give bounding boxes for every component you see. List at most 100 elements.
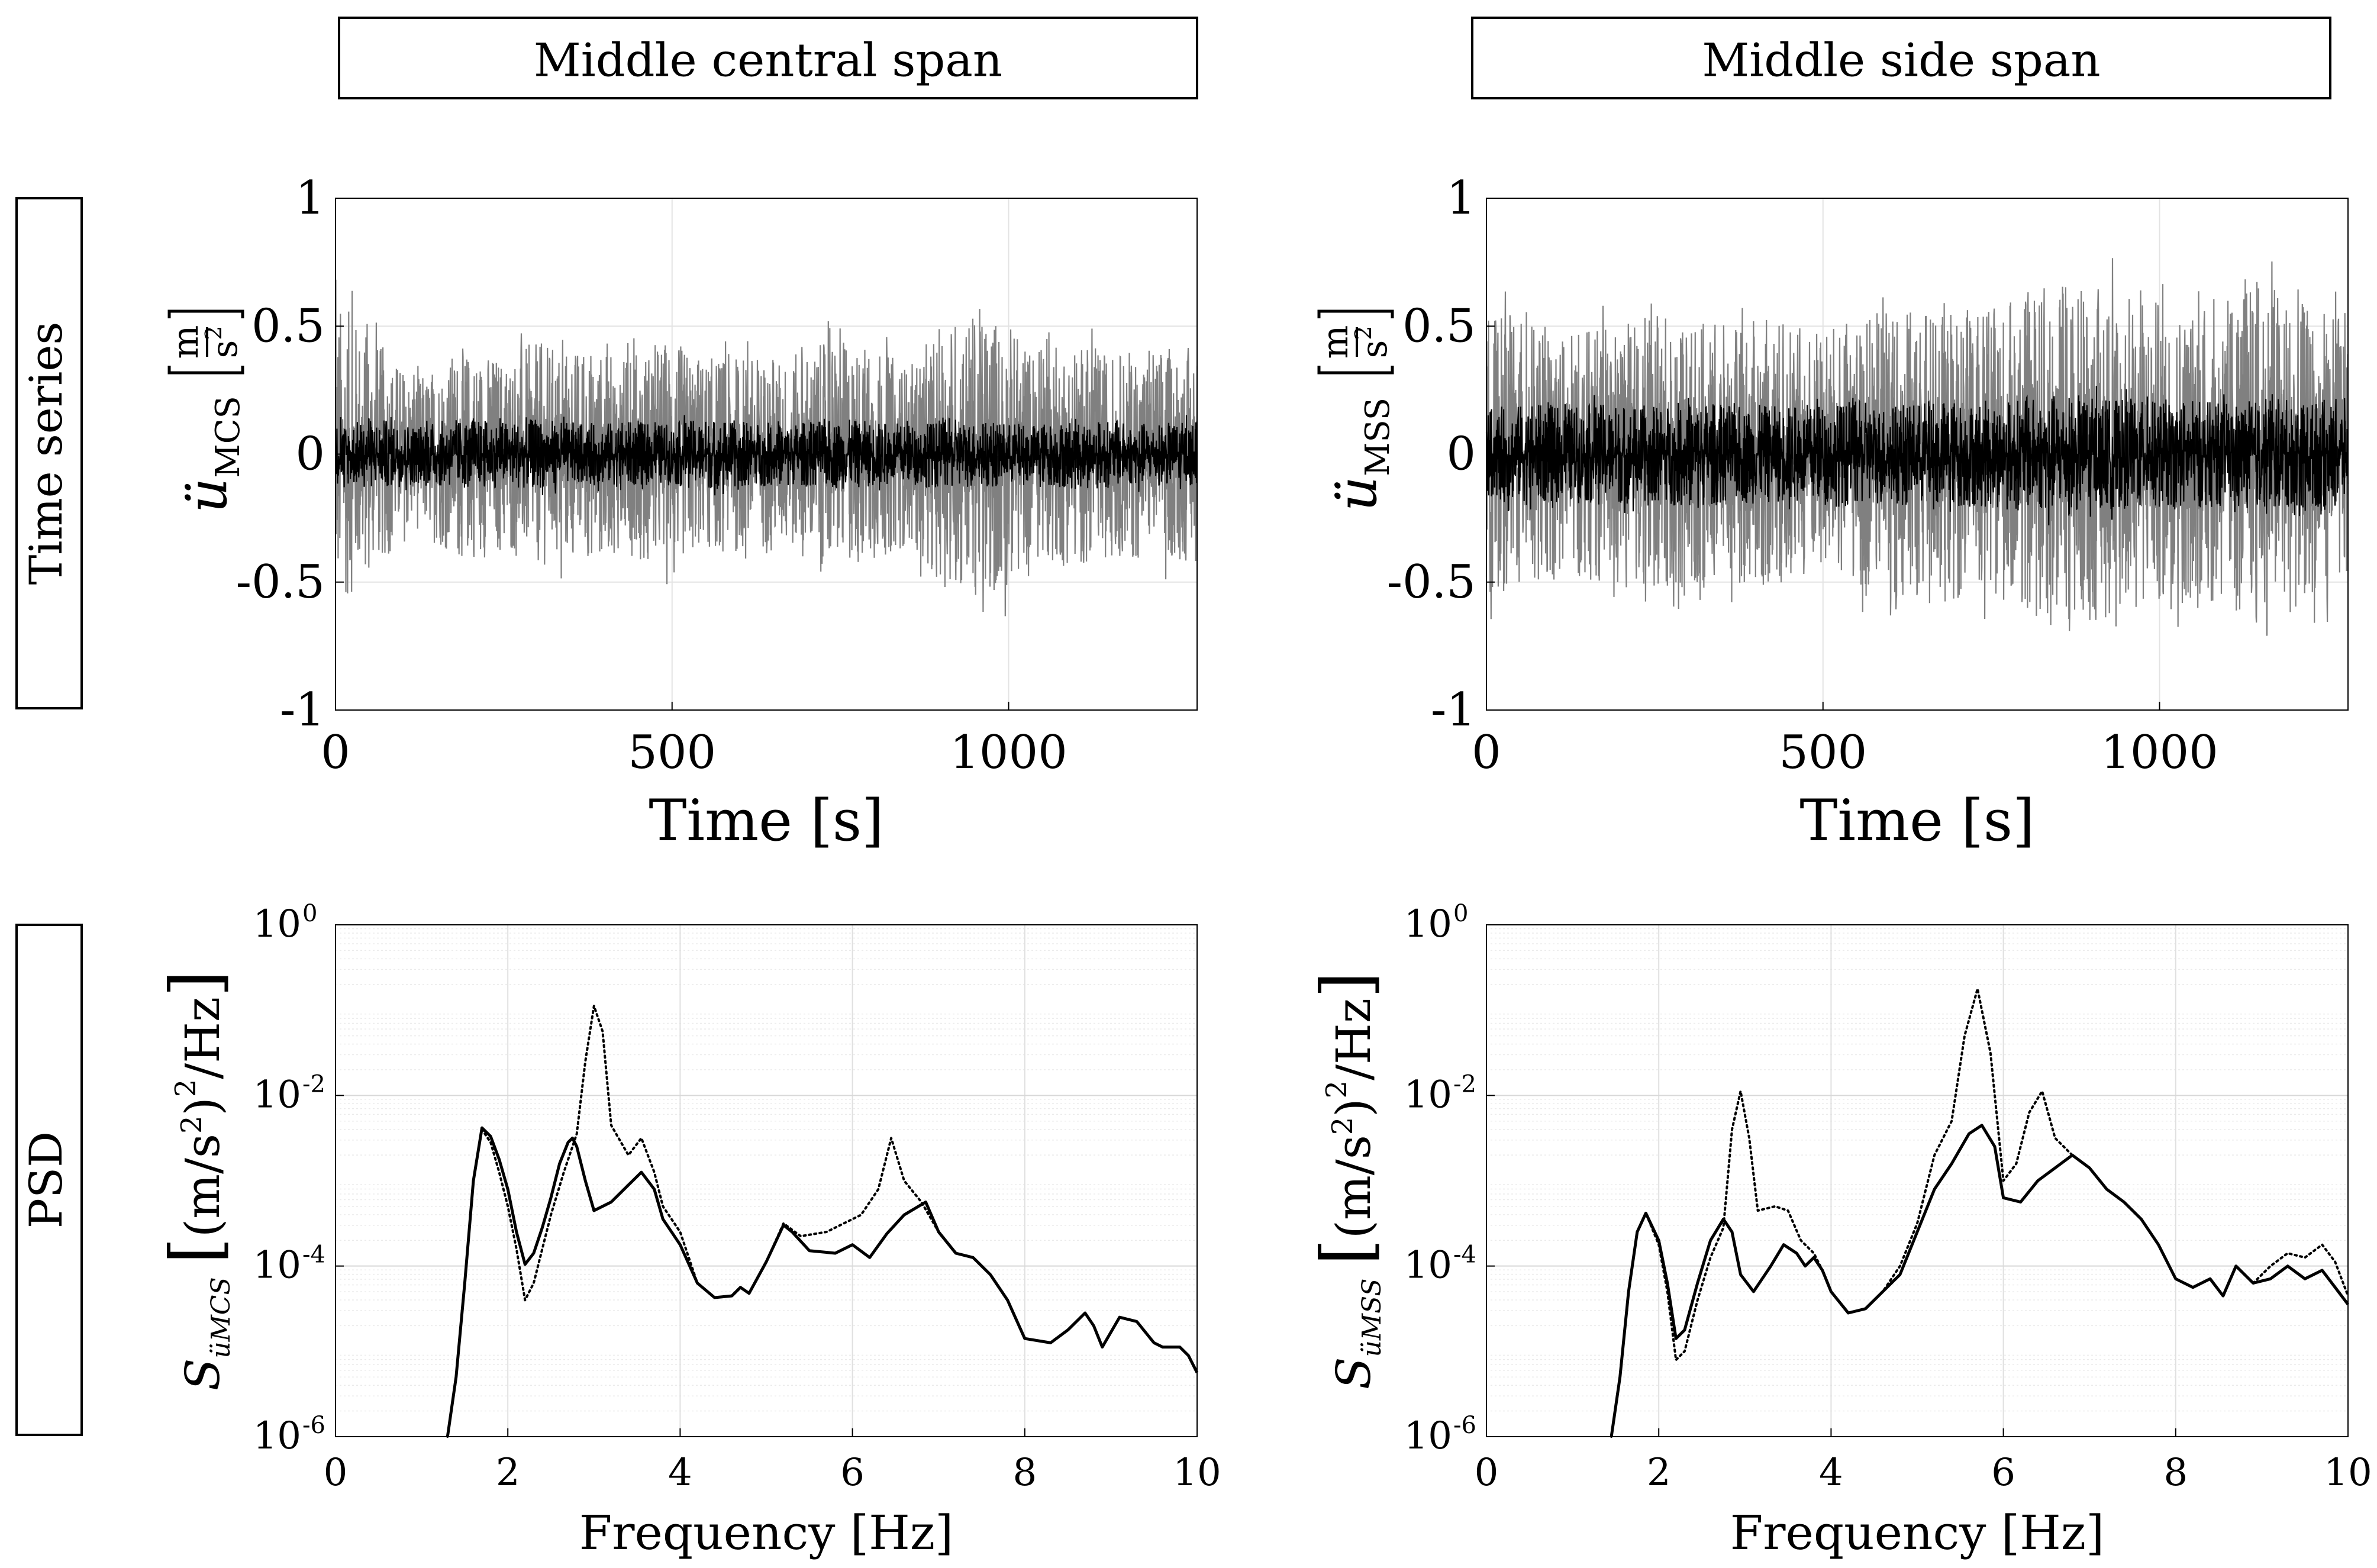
y-axis-unit-c: ) (1326, 1098, 1381, 1117)
y-tick-label: 10 (253, 1414, 301, 1458)
y-axis-label: üMSS m s2 (1315, 309, 1397, 511)
x-tick-label: 1000 (2101, 726, 2218, 779)
y-tick-label: -1 (1431, 683, 1476, 737)
series-gray (1485, 258, 2349, 636)
column-header-side: Middle side span (1471, 17, 2331, 99)
series-black (334, 415, 1198, 496)
x-tick-label: 500 (1779, 726, 1867, 779)
chart-time-series-mss: 0 500 1000 -1 -0.5 0 0.5 1 Time [s] üMSS m s2 (1315, 172, 2349, 854)
x-tick-label: 2 (496, 1451, 520, 1495)
x-tick-label: 0 (1475, 1451, 1499, 1495)
y-axis-unit-den-exp: 2 (201, 326, 227, 340)
y-tick-exponent: -4 (302, 1241, 325, 1269)
y-axis-unit-e: /Hz (175, 997, 230, 1079)
y-axis-label-sub: üMCS (206, 1277, 236, 1358)
y-tick-label: 10 (253, 902, 301, 946)
y-tick-label: 0 (1446, 428, 1476, 481)
chart-time-series-mcs: 0 500 1000 -1 -0.5 0 0.5 1 Time [s] üMCS m s2 (165, 172, 1198, 854)
tick-labels: 0 500 1000 -1 -0.5 0 0.5 1 (1387, 172, 2218, 779)
series-group (1485, 258, 2349, 636)
y-tick-label: -0.5 (236, 556, 325, 609)
x-axis-label: Frequency [Hz] (579, 1505, 953, 1560)
y-axis-unit-c: ) (175, 1097, 230, 1115)
y-axis-unit-a: (m/s (175, 1134, 230, 1237)
y-axis-label: SüMCS[(m/s2)2/Hz] (156, 970, 236, 1391)
y-axis-unit-d: 2 (1320, 1080, 1353, 1099)
svg-text:SüMCS[(m/s2)2/Hz]: SüMCS[(m/s2)2/Hz] (156, 970, 236, 1391)
x-tick-label: 6 (1991, 1451, 2015, 1495)
y-tick-label: 0.5 (1402, 299, 1476, 353)
y-axis-label-sub: üMSS (1357, 1279, 1387, 1357)
y-axis-label: SüMSS[(m/s2)2/Hz] (1307, 972, 1387, 1390)
y-axis-unit-den: s (1354, 340, 1395, 359)
series-group (446, 1005, 1199, 1438)
x-axis-label: Frequency [Hz] (1730, 1505, 2104, 1560)
y-tick-label: 10 (1404, 902, 1452, 946)
x-tick-label: 1000 (950, 726, 1067, 779)
y-axis-label: üMCS m s2 (165, 309, 247, 513)
svg-text:SüMSS[(m/s2)2/Hz]: SüMSS[(m/s2)2/Hz] (1307, 972, 1387, 1390)
x-tick-label: 4 (1819, 1451, 1843, 1495)
y-tick-label: 10 (1404, 1073, 1452, 1117)
y-tick-label: 10 (253, 1073, 301, 1117)
y-axis-unit-den: s (204, 340, 246, 359)
y-tick-exponent: -2 (1453, 1070, 1476, 1098)
svg-text:s2: s2 (1350, 326, 1395, 359)
x-tick-label: 8 (2163, 1451, 2188, 1495)
y-tick-label: 10 (1404, 1244, 1452, 1288)
x-tick-label: 10 (2324, 1451, 2372, 1495)
x-tick-label: 0 (1472, 726, 1501, 779)
y-tick-label: -1 (280, 683, 325, 737)
series-black (1485, 386, 2349, 525)
series-dotted (1610, 988, 2349, 1438)
y-tick-label: 1 (295, 172, 325, 225)
y-axis-unit-a: (m/s (1326, 1135, 1381, 1238)
y-axis-unit-d: 2 (169, 1079, 202, 1098)
column-header-central: Middle central span (338, 17, 1198, 99)
x-tick-label: 10 (1173, 1451, 1221, 1495)
y-axis-unit-num: m (1315, 325, 1356, 359)
x-tick-label: 500 (628, 726, 716, 779)
row-header-time-series-label: Time series (20, 322, 72, 585)
y-axis-unit-b: 2 (175, 1116, 208, 1134)
axes-frame (335, 924, 1198, 1437)
y-tick-label: 10 (1404, 1414, 1452, 1458)
series-group (1610, 988, 2349, 1438)
series-group (334, 279, 1198, 617)
y-tick-label: 10 (253, 1244, 301, 1288)
series-dotted (446, 1005, 1198, 1438)
svg-text:üMCS: üMCS (176, 396, 247, 513)
x-tick-label: 8 (1012, 1451, 1037, 1495)
y-tick-exponent: -2 (302, 1070, 325, 1098)
y-tick-exponent: -4 (1453, 1241, 1476, 1269)
y-axis-label-main: ü (1325, 476, 1389, 511)
x-tick-label: 0 (321, 726, 350, 779)
y-axis-unit-e: /Hz (1326, 998, 1381, 1080)
y-axis-label-main: S (175, 1359, 230, 1391)
x-axis-label: Time [s] (1799, 788, 2034, 854)
y-axis-unit-num: m (165, 325, 207, 359)
svg-text:üMSS: üMSS (1325, 398, 1397, 511)
y-axis-label-main: S (1326, 1357, 1381, 1389)
row-header-psd-label: PSD (20, 1131, 72, 1228)
y-axis-label-main: ü (176, 478, 239, 513)
y-axis-label-sub: MSS (1359, 398, 1397, 476)
y-tick-exponent: -6 (1453, 1412, 1476, 1439)
y-axis-unit-b: 2 (1326, 1117, 1359, 1135)
y-tick-label: 0 (295, 428, 325, 481)
y-tick-label: 1 (1446, 172, 1476, 225)
y-tick-label: 0.5 (251, 299, 325, 353)
axes-frame (1486, 924, 2349, 1437)
y-tick-exponent: -6 (302, 1412, 325, 1439)
x-tick-label: 2 (1647, 1451, 1671, 1495)
svg-text:s2: s2 (201, 326, 246, 359)
row-header-time-series: Time series (15, 197, 83, 709)
x-axis-label: Time [s] (649, 788, 883, 854)
x-tick-label: 0 (324, 1451, 348, 1495)
column-header-central-label: Middle central span (534, 34, 1002, 88)
